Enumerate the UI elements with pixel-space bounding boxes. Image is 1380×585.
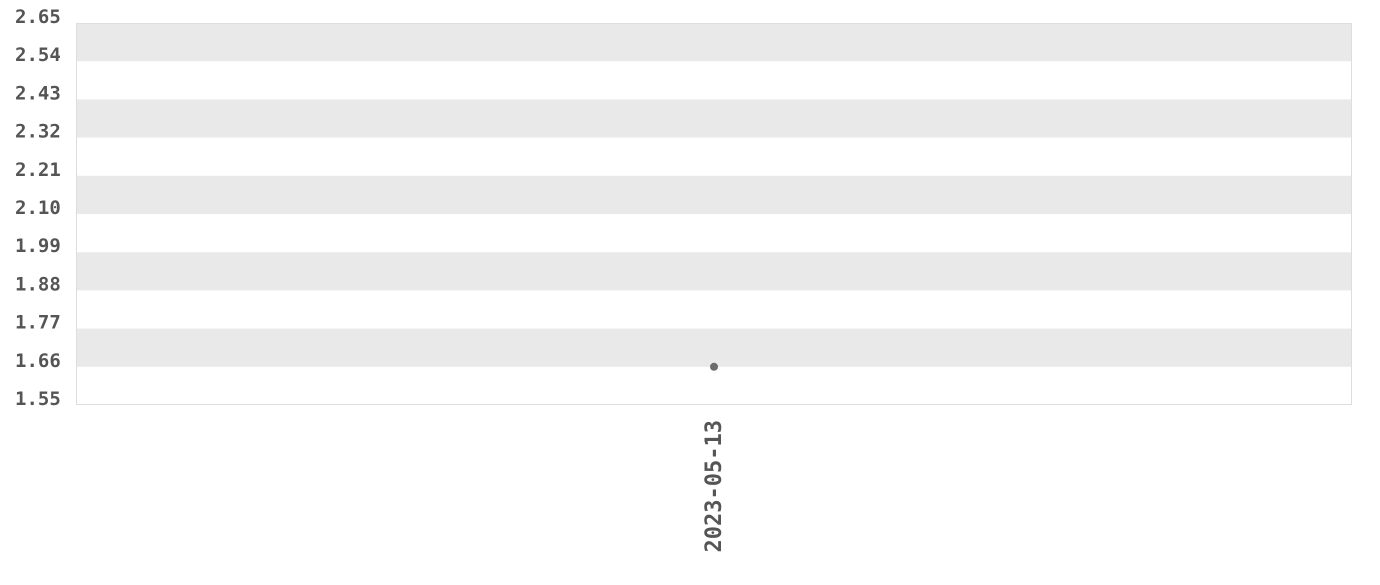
data-points xyxy=(710,362,718,371)
grid-bands xyxy=(76,23,1352,367)
y-axis-ticks: 2.65 2.54 2.43 2.32 2.21 2.10 1.99 1.88 1.77 1.66… xyxy=(15,6,61,410)
y-tick-label: 2.10 xyxy=(15,197,61,219)
y-tick-label: 1.66 xyxy=(15,350,61,372)
grid-band xyxy=(76,252,1352,291)
x-axis-ticks: 2023-05-13 xyxy=(702,420,727,552)
y-tick-label: 1.88 xyxy=(15,273,61,295)
y-tick-label: 2.43 xyxy=(15,82,61,104)
grid-band xyxy=(76,23,1352,62)
y-tick-label: 2.32 xyxy=(15,121,61,143)
grid-band xyxy=(76,99,1352,138)
y-tick-label: 2.21 xyxy=(15,159,61,181)
plot-frame xyxy=(76,23,1352,405)
x-tick-label: 2023-05-13 xyxy=(702,420,727,552)
y-tick-label: 1.99 xyxy=(15,235,61,257)
y-tick-label: 2.54 xyxy=(15,44,61,66)
y-tick-label: 1.55 xyxy=(15,388,61,410)
y-tick-label: 2.65 xyxy=(15,6,61,28)
grid-band xyxy=(76,175,1352,214)
data-point xyxy=(710,362,718,371)
y-tick-label: 1.77 xyxy=(15,312,61,334)
grid-band xyxy=(76,328,1352,367)
